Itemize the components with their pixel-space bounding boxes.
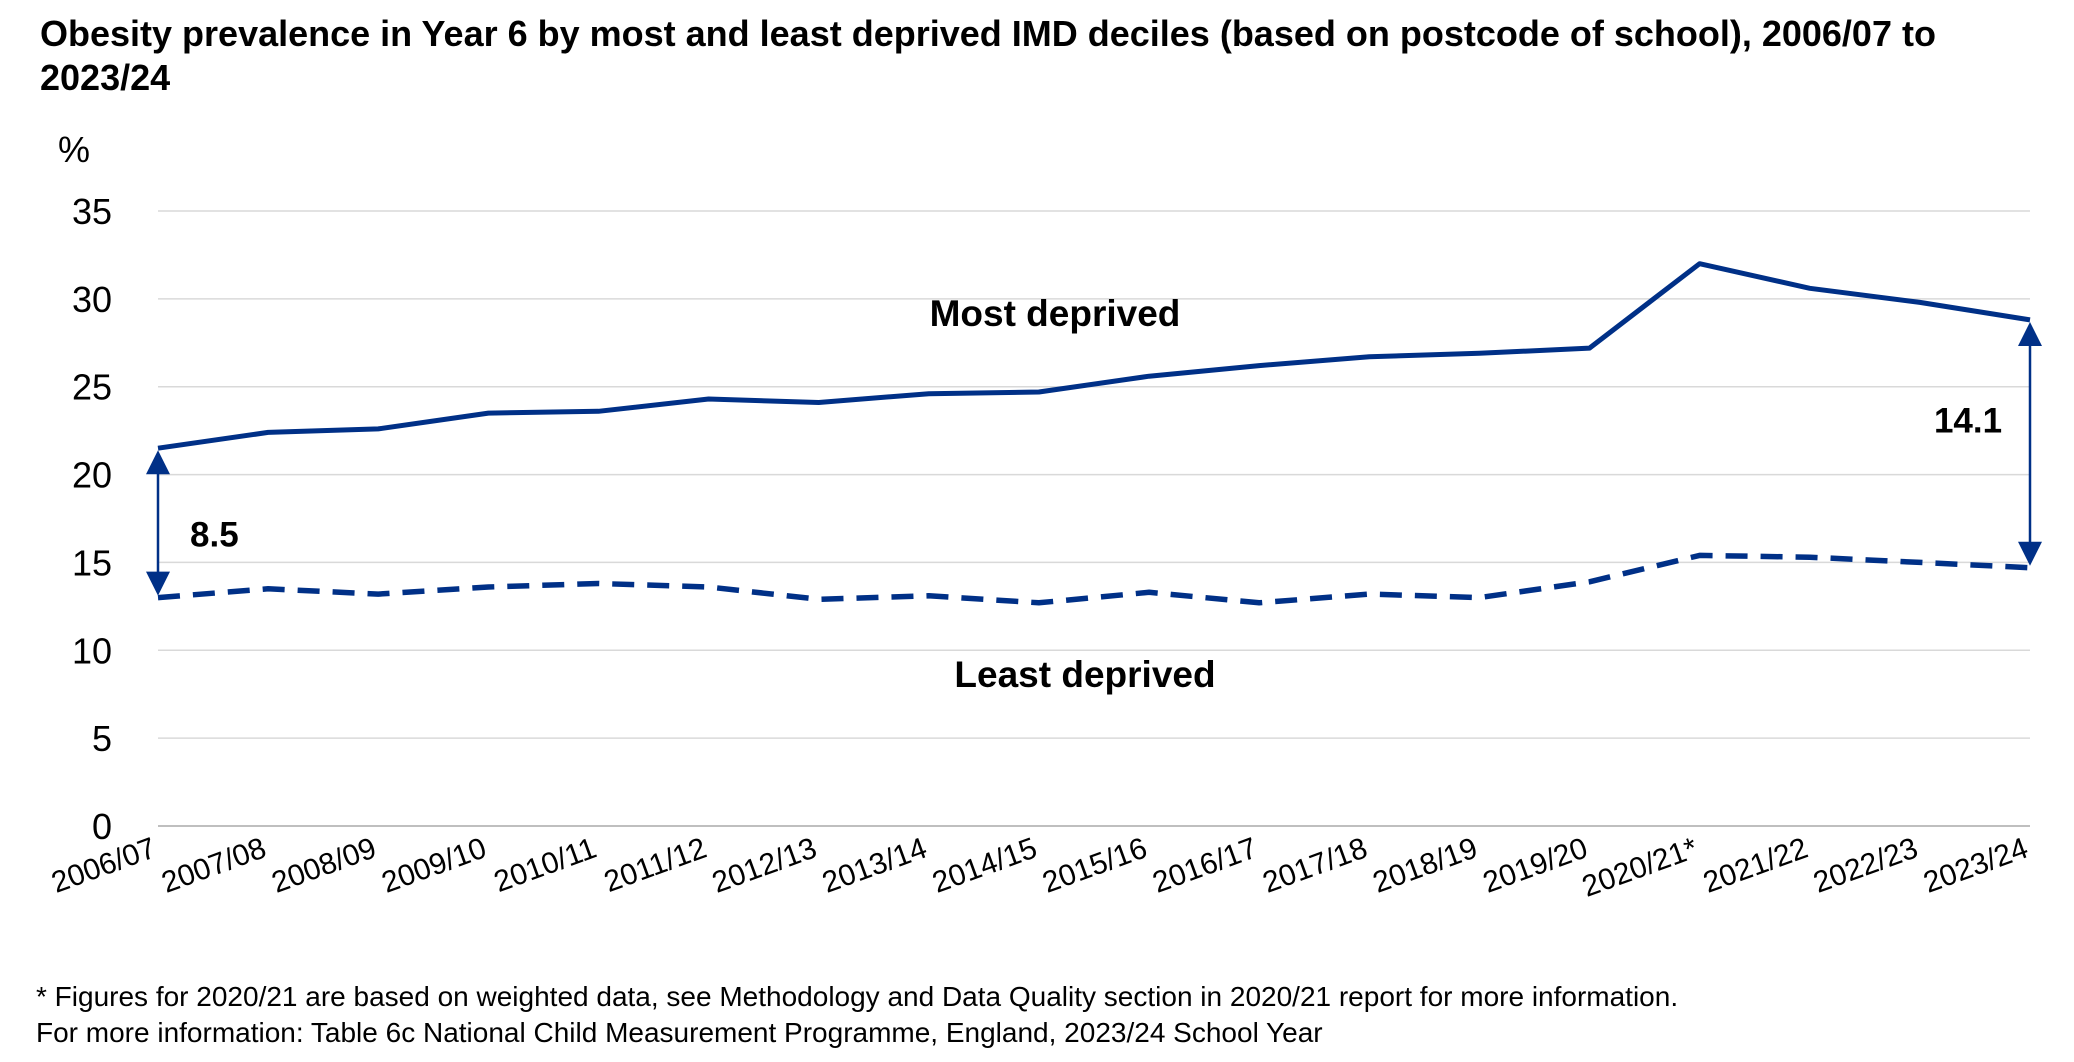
x-tick-label: 2011/12 xyxy=(600,832,711,899)
x-tick-label: 2012/13 xyxy=(708,832,821,900)
x-tick-label: 2015/16 xyxy=(1038,832,1151,900)
gap-arrowhead-down-0 xyxy=(146,571,170,596)
y-tick-label: 20 xyxy=(72,455,112,496)
y-tick-label: 30 xyxy=(72,279,112,320)
x-tick-label: 2009/10 xyxy=(378,832,491,900)
series-line-most-deprived xyxy=(157,261,2031,451)
gridlines xyxy=(158,210,2030,739)
x-tick-label: 2008/09 xyxy=(267,832,380,900)
line-chart: % 0 5 10 15 20 25 30 35 2006/072007/082008/0920… xyxy=(47,129,2042,904)
gap-arrowhead-up-0 xyxy=(146,450,170,475)
x-tick-label: 2022/23 xyxy=(1809,832,1922,900)
y-tick-label: 0 xyxy=(92,806,112,847)
y-axis-ticks: 0 5 10 15 20 25 30 35 xyxy=(72,191,112,847)
chart-title: Obesity prevalence in Year 6 by most and… xyxy=(40,13,1936,98)
source-note: For more information: Table 6c National … xyxy=(36,1017,1323,1048)
x-tick-label: 2021/22 xyxy=(1699,832,1812,900)
y-tick-label: 25 xyxy=(72,367,112,408)
series-label-most-deprived: Most deprived xyxy=(930,293,1181,334)
x-tick-label: 2017/18 xyxy=(1258,832,1371,900)
y-tick-label: 10 xyxy=(72,630,112,671)
x-tick-label: 2019/20 xyxy=(1479,832,1592,900)
x-tick-label: 2020/21* xyxy=(1578,831,1702,903)
series-label-least-deprived: Least deprived xyxy=(954,654,1215,695)
gap-annotations: 8.5 14.1 xyxy=(146,321,2042,596)
x-tick-label: 2010/11 xyxy=(490,832,601,899)
y-tick-label: 35 xyxy=(72,191,112,232)
series-lines xyxy=(157,261,2031,606)
x-tick-label: 2014/15 xyxy=(928,832,1041,900)
y-axis-unit-label: % xyxy=(58,129,90,170)
gap-value-label-1: 14.1 xyxy=(1934,401,2002,440)
x-tick-label: 2023/24 xyxy=(1919,832,2032,900)
gap-value-label-0: 8.5 xyxy=(190,516,239,555)
x-tick-label: 2016/17 xyxy=(1148,832,1261,900)
y-tick-label: 5 xyxy=(92,718,112,759)
x-tick-label: 2013/14 xyxy=(818,832,931,900)
gap-arrowhead-up-1 xyxy=(2018,321,2042,346)
gap-arrowhead-down-1 xyxy=(2018,541,2042,566)
x-tick-label: 2018/19 xyxy=(1369,832,1482,900)
x-tick-label: 2007/08 xyxy=(157,832,270,900)
y-tick-label: 15 xyxy=(72,542,112,583)
footnote-weighted-data: * Figures for 2020/21 are based on weigh… xyxy=(36,981,1679,1012)
